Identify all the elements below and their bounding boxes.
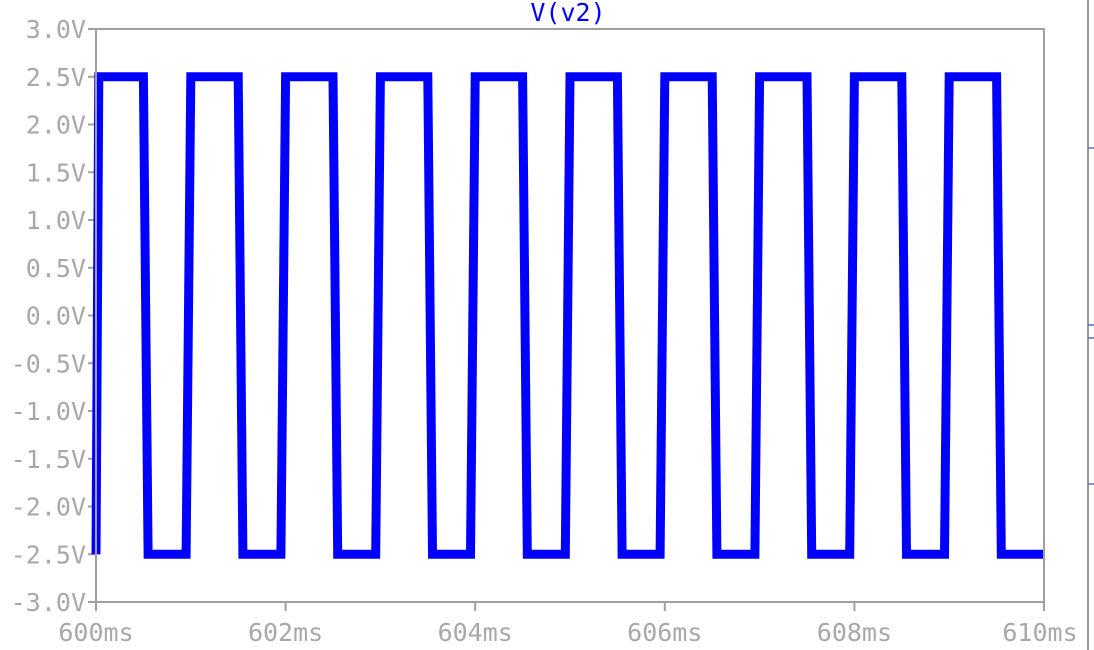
y-tick-label: -3.0V	[11, 588, 86, 617]
y-axis-ticks: 3.0V 2.5V 2.0V 1.5V 1.0V 0.5V 0.0V -0.5V -1.0V -1…	[11, 15, 96, 617]
y-tick-label: 2.0V	[26, 111, 86, 140]
y-tick-label: 2.5V	[26, 63, 86, 92]
y-tick-label: -1.5V	[11, 445, 86, 474]
series-layer	[91, 72, 1044, 559]
right-edge-marks	[1087, 0, 1094, 650]
y-tick-label: 1.5V	[26, 158, 86, 187]
y-tick-label: 0.5V	[26, 254, 86, 283]
plot-frame	[95, 28, 1045, 603]
y-tick-label: -0.5V	[11, 349, 86, 378]
y-tick-label: 1.0V	[26, 206, 86, 235]
x-tick-label: 600ms	[58, 618, 133, 647]
y-tick-label: 0.0V	[26, 302, 86, 331]
x-tick-label: 604ms	[438, 618, 513, 647]
series-line-0	[91, 72, 1044, 559]
y-tick-label: -2.5V	[11, 540, 86, 569]
x-tick-label: 608ms	[817, 618, 892, 647]
y-tick-label: -1.0V	[11, 397, 86, 426]
chart-title: V(v2)	[530, 0, 605, 27]
x-tick-label: 610ms	[1002, 618, 1077, 647]
x-axis-ticks: 600ms 602ms 604ms 606ms 608ms 610ms	[58, 602, 1078, 647]
y-tick-label: -2.0V	[11, 493, 86, 522]
x-tick-label: 602ms	[248, 618, 323, 647]
x-tick-label: 606ms	[627, 618, 702, 647]
y-tick-label: 3.0V	[26, 15, 86, 44]
